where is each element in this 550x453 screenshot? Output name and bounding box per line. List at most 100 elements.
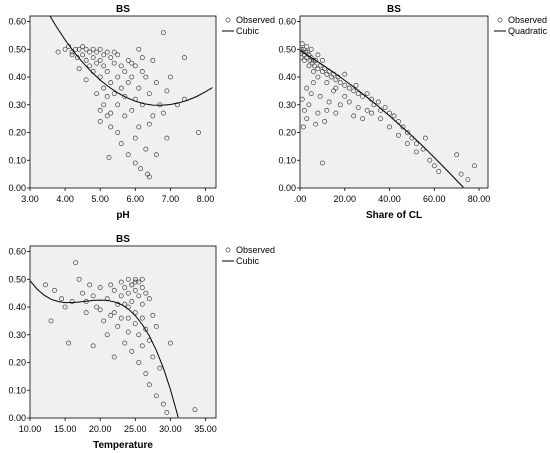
observed-point [431,163,437,169]
observed-point [342,82,348,88]
observed-point [143,326,149,332]
observed-point [111,354,117,360]
observed-point [108,282,114,288]
observed-point [90,343,96,349]
y-tick-label: 0.40 [278,72,296,82]
observed-point [83,46,89,52]
y-tick-label: 0.20 [8,358,26,368]
observed-point [304,44,310,49]
observed-point [108,124,114,130]
observed-point [300,41,305,47]
observed-point [313,121,319,127]
observed-point [125,276,131,282]
observed-point [101,63,107,69]
observed-point [300,55,304,61]
x-tick-label: 15.00 [54,424,77,434]
y-tick-label: 0.50 [8,44,26,54]
y-tick-label: 0.10 [8,155,26,165]
observed-point [132,63,138,69]
observed-point [160,401,166,407]
observed-point [122,285,128,291]
observed-point [76,276,82,282]
observed-point [125,57,131,63]
observed-point [101,52,107,58]
observed-point [136,279,142,285]
observed-point [122,340,128,346]
observed-point [164,88,170,94]
legend-observed-marker [497,17,503,23]
observed-point [118,63,124,69]
observed-point [97,285,103,291]
observed-point [73,46,79,52]
observed-point [115,74,121,80]
observed-point [143,290,149,296]
observed-point [132,287,138,293]
x-axis-label: Temperature [93,440,153,451]
y-tick-label: 0.20 [278,128,296,138]
observed-point [139,343,145,349]
observed-point [319,57,325,63]
observed-point [143,371,149,377]
observed-point [342,71,348,77]
observed-point [111,91,117,97]
x-tick-label: 25.00 [124,424,147,434]
observed-point [360,116,366,122]
observed-point [97,46,103,52]
legend-observed-marker [225,247,231,253]
observed-point [146,121,152,127]
observed-point [313,57,319,63]
observed-point [83,310,89,316]
observed-point [90,55,96,61]
observed-point [164,410,170,415]
observed-point [83,77,89,83]
observed-point [346,99,352,105]
y-tick-label: 0.00 [278,183,296,193]
observed-point [108,312,114,318]
observed-point [62,304,68,310]
observed-point [76,46,82,52]
observed-point [150,312,156,318]
observed-point [306,63,312,69]
x-tick-label: 5.00 [91,194,109,204]
x-tick-label: 20.00 [89,424,112,434]
legend-fit-label: Cubic [236,26,260,36]
observed-point [167,340,173,346]
observed-point [143,74,149,80]
y-tick-label: 0.30 [8,330,26,340]
y-tick-label: 0.00 [8,413,26,423]
observed-point [413,149,419,155]
observed-point [150,354,156,360]
observed-point [458,171,464,177]
observed-point [422,135,428,141]
observed-point [132,160,138,166]
data-layer [300,41,478,188]
observed-point [125,315,131,321]
observed-point [97,57,103,63]
observed-point [164,135,170,141]
plot-area [299,15,489,189]
observed-point [302,57,307,63]
observed-point [90,293,96,299]
observed-point [111,287,117,293]
observed-point [192,407,198,413]
observed-point [143,146,149,152]
observed-point [106,155,112,160]
y-tick-label: 0.60 [278,17,296,27]
observed-point [125,152,131,158]
observed-point [101,318,107,324]
chart-title: BS [116,234,130,245]
observed-point [97,107,103,113]
observed-point [333,110,339,116]
x-tick-label: 4.00 [56,194,74,204]
observed-point [87,63,93,69]
observed-point [73,260,79,266]
observed-point [118,141,124,147]
observed-point [132,310,138,316]
fit-curve-cubic [30,280,179,418]
x-tick-label: 20.00 [333,194,356,204]
observed-point [139,315,145,321]
observed-point [136,360,142,365]
legend-observed-label: Observed [508,15,547,25]
